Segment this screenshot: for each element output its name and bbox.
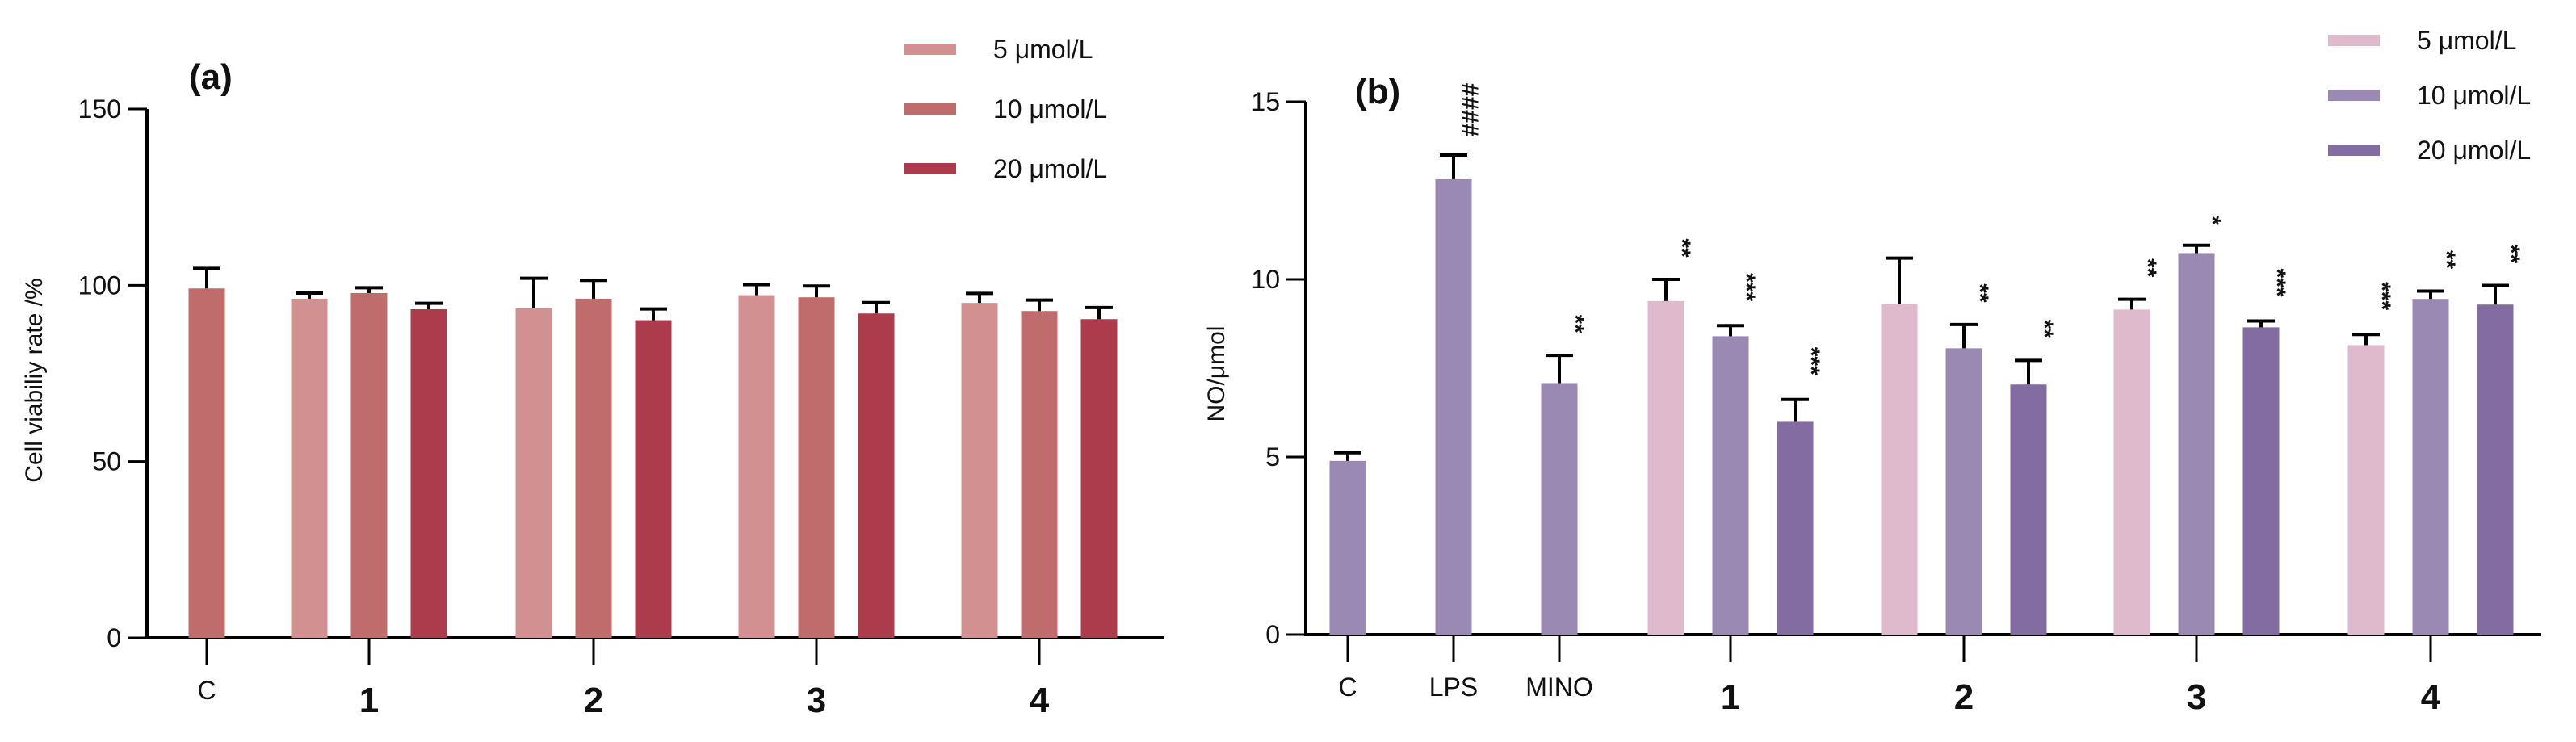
significance-marker: ** — [2433, 250, 2460, 270]
bar-3-1 — [798, 297, 835, 638]
x-tick-label: C — [1338, 673, 1357, 702]
significance-marker: ** — [1668, 238, 1695, 258]
panel-a-cell-viability-chart: (a) Cell viabiliy rate /% 0 50 100 150 C 1 2 3 4… — [21, 35, 1164, 720]
legend-swatch — [2328, 90, 2380, 101]
bar-3-2 — [2242, 327, 2280, 635]
bar-2-1 — [575, 298, 612, 638]
legend-label: 20 μmol/L — [993, 154, 1107, 183]
bar-4-2 — [1080, 319, 1118, 638]
significance-marker: ** — [1562, 314, 1588, 333]
significance-marker: ** — [2134, 258, 2161, 278]
bar-1-1 — [350, 292, 388, 638]
bar-1-2 — [1777, 421, 1814, 635]
x-tick-label: 3 — [807, 681, 826, 720]
x-tick-label: 4 — [1030, 681, 1050, 720]
bar-3-0 — [738, 295, 775, 638]
x-tick-label: MINO — [1525, 673, 1593, 702]
y-tick-label: 15 — [1251, 87, 1280, 116]
legend-label: 5 μmol/L — [2417, 26, 2516, 55]
panel-a-y-axis-title: Cell viabiliy rate /% — [21, 278, 48, 482]
bar-1-0 — [291, 298, 328, 638]
panel-a-legend: 5 μmol/L 10 μmol/L 20 μmol/L — [904, 35, 1107, 183]
x-tick-label: LPS — [1429, 673, 1478, 702]
y-tick-label: 0 — [1265, 620, 1280, 649]
legend-label: 10 μmol/L — [993, 94, 1107, 124]
bar-1-1 — [1712, 336, 1749, 635]
bar-1-0 — [1647, 300, 1684, 635]
bar-2-1 — [1945, 348, 1982, 635]
bar-2-0 — [1881, 304, 1918, 635]
bar-4-0 — [2347, 345, 2385, 635]
bar-1-2 — [410, 309, 447, 638]
panel-b-y-axis-title: NO/μmol — [1203, 326, 1230, 422]
y-tick-label: 10 — [1251, 265, 1280, 294]
x-tick-label: 1 — [359, 681, 379, 720]
y-tick-label: 100 — [78, 270, 121, 300]
bar-control-c — [188, 288, 225, 638]
significance-marker: ** — [1966, 283, 1993, 303]
bar-4-1 — [1021, 311, 1058, 638]
legend-swatch — [2328, 35, 2380, 46]
bar-mino — [1541, 383, 1578, 635]
x-tick-label: 2 — [584, 681, 603, 720]
legend-label: 5 μmol/L — [993, 35, 1093, 64]
x-tick-label: C — [197, 676, 216, 705]
bar-2-2 — [2010, 384, 2047, 635]
significance-marker: *** — [2263, 268, 2290, 296]
significance-marker: *** — [1733, 273, 1760, 301]
y-tick-label: 150 — [78, 94, 121, 124]
legend-swatch — [2328, 145, 2380, 156]
panel-a-bars — [188, 266, 1118, 638]
panel-b-axes: 0 5 10 15 C LPS MINO 1 2 3 4 — [1251, 87, 2541, 717]
panel-a-axes: 0 50 100 150 C 1 2 3 4 — [78, 94, 1164, 720]
significance-marker: ** — [2031, 320, 2058, 339]
x-tick-label: 1 — [1721, 677, 1740, 717]
legend-label: 20 μmol/L — [2417, 136, 2531, 165]
bar-3-0 — [2113, 309, 2150, 635]
x-tick-label: 2 — [1954, 677, 1974, 717]
significance-marker: ** — [2498, 245, 2524, 264]
x-tick-label: 4 — [2421, 677, 2441, 717]
legend-swatch — [904, 44, 956, 55]
legend-swatch — [904, 163, 956, 174]
panel-b-bars: ####******************** ***** ** — [1329, 83, 2524, 635]
panel-a-label: (a) — [189, 57, 233, 97]
y-tick-label: 50 — [92, 447, 121, 476]
panel-b-label: (b) — [1355, 72, 1400, 111]
bar-2-0 — [515, 308, 552, 638]
x-tick-label: 3 — [2187, 677, 2206, 717]
significance-marker: *** — [2368, 282, 2395, 310]
panel-b-legend: 5 μmol/L 10 μmol/L 20 μmol/L — [2328, 26, 2531, 165]
bar-3-2 — [858, 313, 895, 638]
bar-4-2 — [2477, 304, 2514, 635]
y-tick-label: 0 — [107, 623, 121, 652]
significance-marker: * — [2199, 216, 2226, 225]
legend-label: 10 μmol/L — [2417, 81, 2531, 110]
bar-lps — [1435, 178, 1472, 635]
bar-3-1 — [2178, 253, 2215, 635]
significance-marker: #### — [1456, 83, 1483, 137]
bar-2-2 — [635, 320, 672, 638]
y-tick-label: 5 — [1265, 442, 1280, 472]
significance-marker: *** — [1798, 347, 1824, 375]
bar-4-0 — [961, 303, 998, 638]
legend-swatch — [904, 103, 956, 115]
bar-c — [1329, 460, 1366, 635]
bar-4-1 — [2412, 299, 2449, 635]
